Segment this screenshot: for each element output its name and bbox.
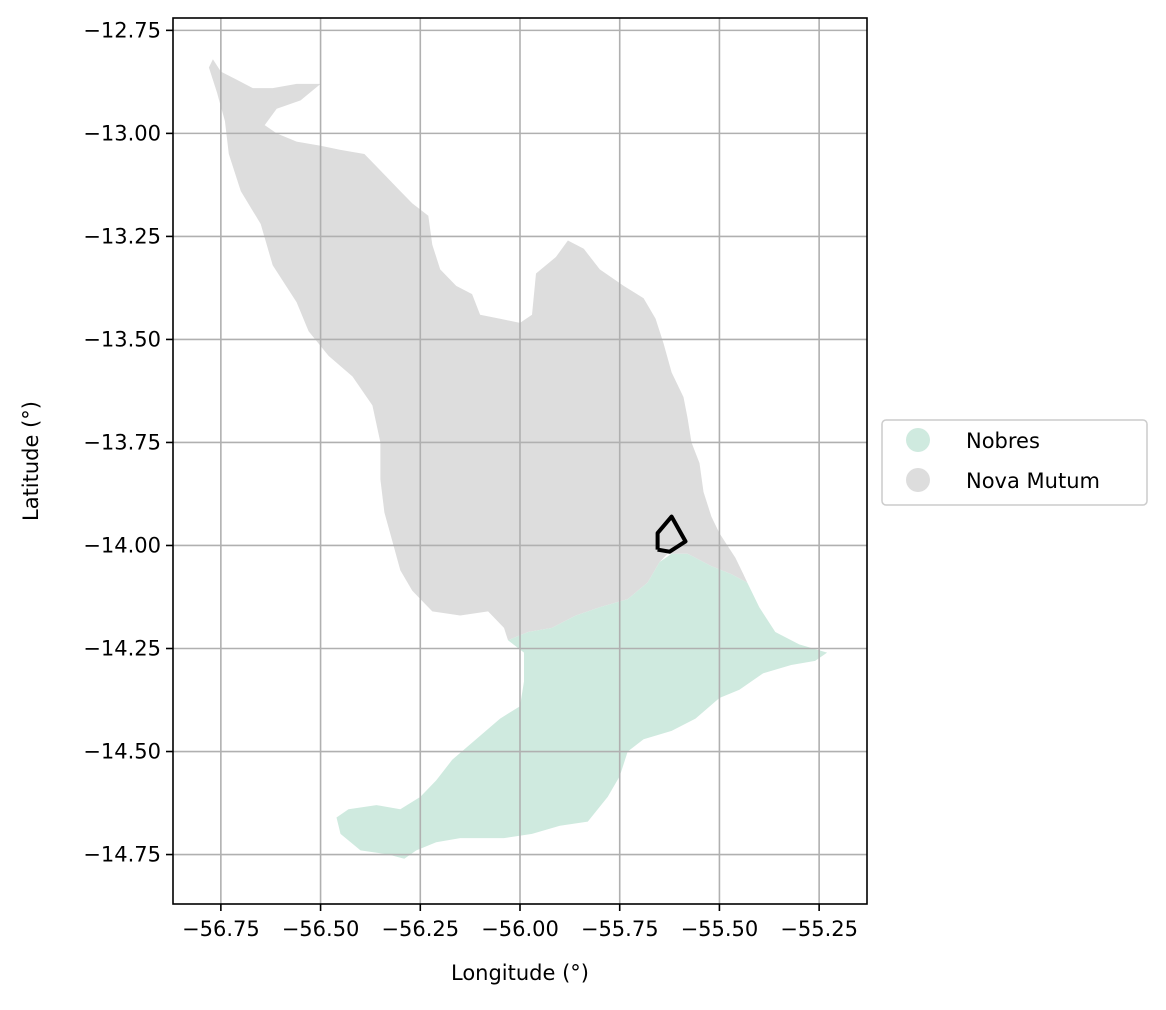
x-axis-label: Longitude (°) (451, 961, 589, 985)
legend: Nobres Nova Mutum (881, 419, 1148, 506)
x-tick-label-0: −56.75 (182, 917, 260, 941)
x-tick-label-1: −56.50 (282, 917, 360, 941)
x-tick-label-6: −55.25 (780, 917, 858, 941)
y-tick-label-7: −14.50 (83, 740, 161, 764)
y-tick-label-5: −14.00 (83, 533, 161, 557)
region-nobres (336, 553, 828, 859)
x-tick-label-3: −56.00 (481, 917, 559, 941)
y-tick-label-1: −13.00 (83, 121, 161, 145)
highlight-outline (655, 514, 688, 554)
region-nova-mutum (208, 59, 748, 641)
legend-marker-nobres (906, 428, 930, 452)
legend-marker-nova-mutum (906, 468, 930, 492)
x-tick-label-4: −55.75 (581, 917, 659, 941)
regions-layer (208, 59, 828, 859)
outline-layer (655, 514, 688, 554)
y-tick-label-3: −13.50 (83, 327, 161, 351)
y-tick-label-0: −12.75 (83, 18, 161, 42)
x-tick-label-2: −56.25 (381, 917, 459, 941)
x-tick-label-5: −55.50 (681, 917, 759, 941)
ticks-layer: −56.75 −56.50 −56.25 −56.00 −55.75 −55.50 −55.… (83, 18, 858, 941)
y-tick-label-8: −14.75 (83, 843, 161, 867)
y-axis-label: Latitude (°) (19, 401, 43, 521)
grid-layer (173, 18, 867, 904)
y-tick-label-4: −13.75 (83, 430, 161, 454)
legend-label-nobres: Nobres (966, 429, 1040, 453)
y-tick-label-6: −14.25 (83, 637, 161, 661)
y-tick-label-2: −13.25 (83, 224, 161, 248)
legend-frame (881, 419, 1148, 506)
legend-label-nova-mutum: Nova Mutum (966, 469, 1100, 493)
